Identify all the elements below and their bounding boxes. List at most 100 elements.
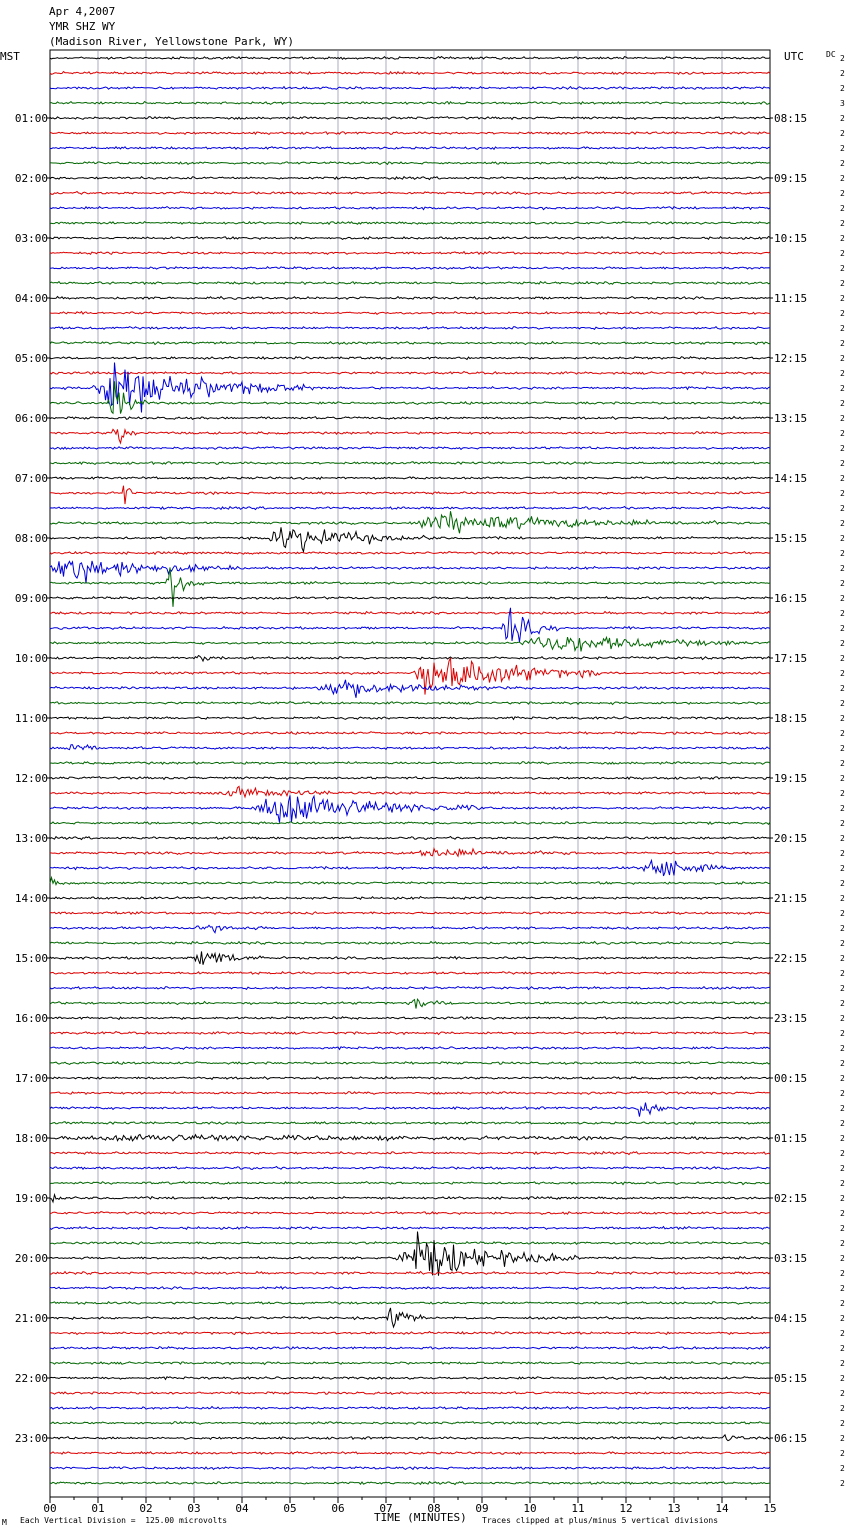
dc-offset-35: 2 — [840, 564, 845, 573]
trace-46 — [49, 731, 771, 736]
dc-offset-39: 2 — [840, 624, 845, 633]
trace-62 — [49, 970, 771, 975]
trace-11 — [49, 205, 771, 211]
right-hour-label-1315: 13:15 — [774, 412, 807, 425]
right-hour-label-1015: 10:15 — [774, 232, 807, 245]
dc-offset-63: 2 — [840, 984, 845, 993]
x-tick-label-14: 14 — [715, 1502, 729, 1515]
trace-35 — [49, 560, 771, 584]
trace-32 — [49, 511, 771, 534]
plot-date: Apr 4,2007 — [49, 5, 116, 18]
trace-82 — [50, 1270, 771, 1275]
trace-31 — [49, 505, 771, 511]
dc-offset-61: 2 — [840, 954, 845, 963]
dc-offset-76: 2 — [840, 1179, 845, 1188]
dc-offset-66: 2 — [840, 1029, 845, 1038]
trace-10 — [49, 190, 771, 196]
trace-24 — [49, 381, 771, 415]
x-tick-label-01: 01 — [91, 1502, 104, 1515]
x-tick-label-10: 10 — [523, 1502, 536, 1515]
right-hour-label-1715: 17:15 — [774, 652, 807, 665]
plot-frame — [49, 49, 771, 1498]
trace-65 — [49, 1016, 771, 1021]
dc-offset-68: 2 — [840, 1059, 845, 1068]
dc-offset-75: 2 — [840, 1164, 845, 1173]
dc-offset-51: 2 — [840, 804, 845, 813]
trace-8 — [49, 161, 770, 166]
dc-offset-21: 2 — [840, 354, 845, 363]
dc-offset-19: 2 — [840, 324, 845, 333]
trace-74 — [49, 1150, 771, 1156]
trace-85 — [49, 1307, 771, 1329]
dc-offset-10: 2 — [840, 189, 845, 198]
dc-offset-20: 2 — [840, 339, 845, 348]
trace-83 — [49, 1285, 771, 1290]
clip-note: Traces clipped at plus/minus 5 vertical … — [482, 1516, 719, 1525]
trace-36 — [49, 567, 771, 607]
dc-offset-31: 2 — [840, 504, 845, 513]
dc-offset-60: 2 — [840, 939, 845, 948]
trace-67 — [49, 1046, 771, 1051]
trace-72 — [49, 1121, 771, 1126]
trace-22 — [49, 370, 770, 376]
footer-marker: M — [2, 1518, 7, 1527]
trace-61 — [49, 951, 771, 965]
dc-offset-67: 2 — [840, 1044, 845, 1053]
dc-offset-42: 2 — [840, 669, 845, 678]
trace-19 — [49, 326, 771, 330]
left-hour-label-0200: 02:00 — [15, 172, 48, 185]
x-tick-label-07: 07 — [379, 1502, 392, 1515]
trace-59 — [49, 924, 770, 934]
dc-offset-33: 2 — [840, 534, 845, 543]
x-tick-label-05: 05 — [283, 1502, 296, 1515]
right-hour-label-0215: 02:15 — [774, 1192, 807, 1205]
left-hour-label-1500: 15:00 — [15, 952, 48, 965]
trace-56 — [49, 875, 771, 886]
dc-offset-36: 2 — [840, 579, 845, 588]
dc-offset-79: 2 — [840, 1224, 845, 1233]
left-hour-label-0800: 08:00 — [15, 532, 48, 545]
trace-70 — [49, 1090, 770, 1096]
trace-94 — [49, 1451, 771, 1456]
trace-29 — [49, 476, 771, 481]
x-tick-label-08: 08 — [427, 1502, 440, 1515]
right-hour-label-0915: 09:15 — [774, 172, 807, 185]
trace-95 — [49, 1466, 771, 1471]
dc-offset-34: 2 — [840, 549, 845, 558]
trace-26 — [49, 428, 771, 445]
left-hour-label-1400: 14:00 — [15, 892, 48, 905]
trace-43 — [49, 679, 771, 698]
right-hour-label-0415: 04:15 — [774, 1312, 807, 1325]
station-code: YMR SHZ WY — [49, 20, 116, 33]
trace-44 — [49, 700, 771, 706]
left-hour-label-0300: 03:00 — [15, 232, 48, 245]
dc-offset-88: 2 — [840, 1359, 845, 1368]
trace-25 — [49, 415, 771, 421]
dc-offset-14: 2 — [840, 249, 845, 258]
dc-offset-5: 2 — [840, 114, 845, 123]
trace-87 — [49, 1345, 771, 1350]
left-hour-label-1300: 13:00 — [15, 832, 48, 845]
trace-69 — [49, 1075, 771, 1081]
dc-offset-17: 2 — [840, 294, 845, 303]
dc-offset-77: 2 — [840, 1194, 845, 1203]
right-hour-label-1615: 16:15 — [774, 592, 807, 605]
dc-offset-57: 2 — [840, 894, 845, 903]
trace-76 — [49, 1180, 771, 1186]
trace-79 — [49, 1225, 771, 1231]
dc-offset-23: 2 — [840, 384, 845, 393]
trace-28 — [49, 461, 771, 466]
dc-offset-95: 2 — [840, 1464, 845, 1473]
dc-offset-16: 2 — [840, 279, 845, 288]
left-hour-label-2200: 22:00 — [15, 1372, 48, 1385]
trace-88 — [49, 1361, 771, 1366]
left-hour-label-2100: 21:00 — [15, 1312, 48, 1325]
dc-offset-90: 2 — [840, 1389, 845, 1398]
trace-30 — [50, 485, 771, 505]
right-hour-label-1915: 19:15 — [774, 772, 807, 785]
dc-offset-22: 2 — [840, 369, 845, 378]
trace-81 — [49, 1231, 771, 1276]
trace-47 — [49, 744, 771, 751]
x-tick-label-02: 02 — [139, 1502, 152, 1515]
dc-offset-27: 2 — [840, 444, 845, 453]
